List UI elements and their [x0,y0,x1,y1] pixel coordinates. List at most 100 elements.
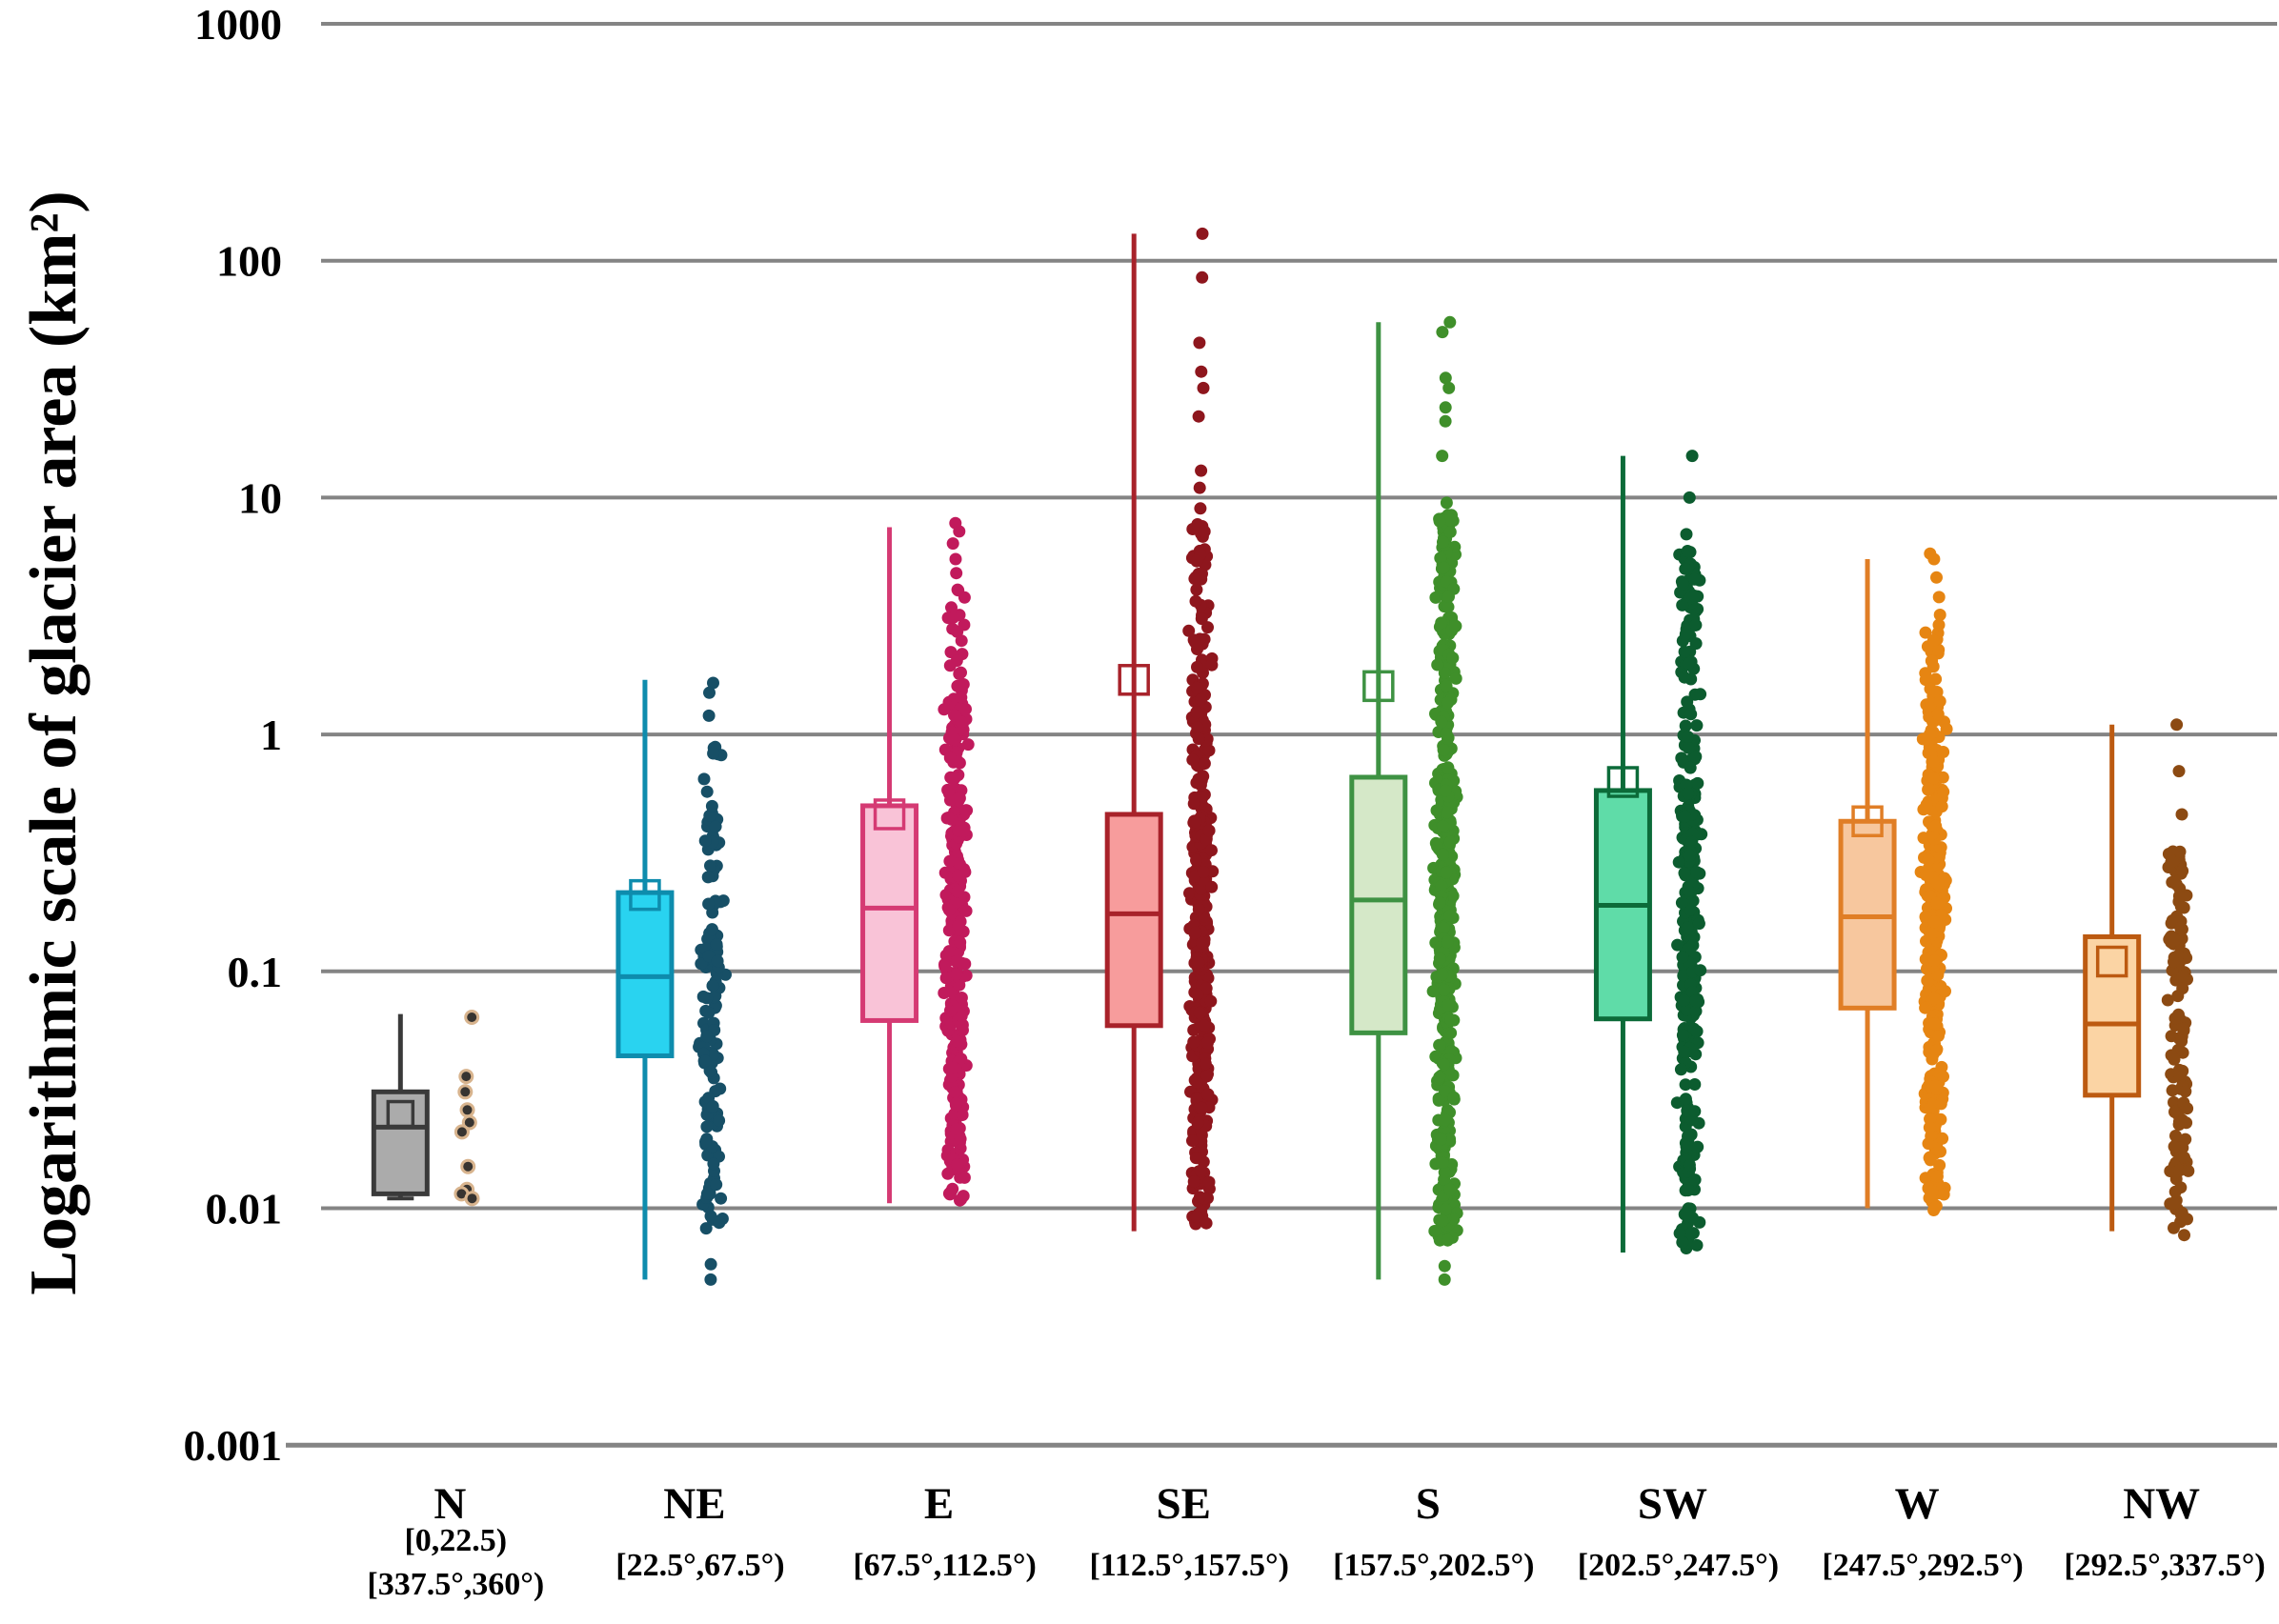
data-point-SW [1681,1182,1694,1195]
data-point-E [955,666,967,679]
data-point-SE [1205,880,1219,893]
data-point-NE [703,1064,716,1077]
data-point-SW [1681,921,1694,934]
data-point-N [459,1102,475,1118]
data-point-N [457,1084,474,1100]
data-point-SE [1190,853,1202,867]
data-point-NE [707,1157,720,1171]
data-point-E [941,1167,955,1180]
data-point-SE [1195,365,1208,378]
data-point-E [958,1171,971,1184]
data-point-E [957,1190,970,1203]
data-point-W [1927,992,1941,1005]
data-point-NW [2176,864,2189,877]
data-point-SW [1691,1140,1704,1153]
data-point-S [1438,1166,1451,1179]
data-point-S [1435,616,1448,630]
mean-marker-SW [1606,766,1640,798]
data-point-SW [1682,884,1695,897]
data-point-S [1438,983,1451,996]
data-point-NW [2172,765,2186,778]
x-label-NE: NE [663,1479,725,1529]
data-point-SW [1682,787,1695,800]
data-point-W [1926,654,1939,668]
data-point-W [1929,819,1943,832]
data-point-S [1436,450,1449,463]
data-point-SE [1196,227,1209,240]
y-tick-label-0.001: 0.001 [184,1421,283,1470]
data-point-SW [1690,1025,1704,1038]
data-point-E [948,709,960,722]
data-point-NW [2182,1164,2195,1177]
data-point-E [949,1086,962,1098]
data-point-S [1442,590,1455,603]
data-point-E [951,583,964,596]
data-point-NW [2170,718,2184,732]
data-point-W [1922,1137,1935,1151]
data-point-S [1446,652,1460,665]
data-point-NE [706,979,719,992]
data-point-NE [702,897,716,911]
data-point-W [1926,1185,1939,1198]
data-point-SW [1682,741,1695,754]
y-tick-label-0.01: 0.01 [206,1185,283,1233]
data-point-SE [1188,572,1201,586]
data-point-NW [2161,993,2174,1007]
data-point-SW [1684,761,1697,774]
data-point-SE [1186,753,1200,767]
data-point-SW [1678,645,1691,658]
data-point-SW [1678,671,1691,684]
data-point-SE [1187,1175,1200,1188]
data-point-SW [1689,637,1703,651]
data-point-S [1443,1183,1457,1196]
data-point-SW [1678,1045,1691,1058]
x-range-label-S-0: [157.5°,202.5°) [1333,1548,1534,1583]
data-point-SE [1186,1134,1199,1148]
data-point-SE [1193,336,1206,350]
data-point-S [1435,879,1448,892]
data-point-SW [1689,994,1703,1008]
data-point-E [942,903,956,916]
scatter-W [1914,547,1953,1216]
data-point-E [943,659,957,672]
data-point-W [1920,798,1933,812]
y-axis-title: Logarithmic scale of glacier area (km²) [17,190,91,1295]
data-point-S [1443,315,1457,329]
data-point-W [1932,591,1946,604]
data-point-S [1441,806,1454,819]
data-point-SE [1191,1116,1204,1130]
data-point-SE [1193,1191,1206,1204]
data-point-SE [1193,481,1206,494]
data-point-NE [697,772,711,786]
x-range-label-NW-0: [292.5°,337.5°) [2064,1548,2265,1583]
data-point-NE [715,1192,728,1205]
data-point-NE [695,957,708,971]
data-point-NE [710,938,723,951]
data-point-SE [1192,732,1205,746]
data-point-NW [2168,955,2180,969]
data-point-SW [1688,572,1702,586]
data-point-E [943,854,957,868]
data-point-S [1429,591,1442,604]
data-point-W [1929,1044,1943,1057]
data-point-NW [2168,1196,2182,1210]
data-point-E [949,552,962,566]
data-point-E [951,1158,964,1171]
x-range-label-SE-0: [112.5°,157.5°) [1089,1548,1288,1583]
y-tick-label-1000: 1000 [194,0,282,49]
data-point-NW [2175,1034,2188,1048]
x-range-label-NE-0: [22.5°,67.5°) [615,1548,784,1583]
data-point-NW [2178,1151,2190,1164]
data-point-W [1926,633,1940,647]
data-point-NW [2174,1181,2188,1194]
data-point-SW [1679,719,1692,732]
data-point-SW [1678,867,1691,880]
x-label-SW: SW [1638,1479,1707,1529]
data-point-SW [1677,993,1690,1007]
y-tick-label-100: 100 [216,237,282,286]
data-point-E [950,1122,963,1135]
data-point-NE [704,1257,717,1271]
data-point-W [1940,722,1953,735]
data-point-NW [2168,1105,2181,1118]
